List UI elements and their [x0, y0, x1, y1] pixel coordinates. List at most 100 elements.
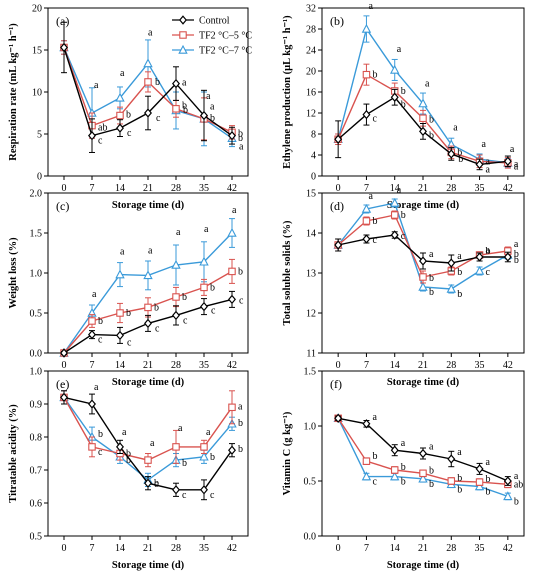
data-point [228, 403, 236, 412]
x-tick-label: 35 [199, 360, 209, 371]
data-point [88, 130, 96, 141]
data-point [115, 92, 125, 102]
significance-letter: a [486, 457, 491, 468]
x-tick-label: 7 [90, 360, 95, 371]
significance-letter: c [127, 337, 132, 348]
y-tick-label: 0.7 [30, 466, 43, 477]
x-tick-label: 7 [364, 543, 369, 554]
data-point [228, 445, 236, 455]
x-tick-label: 42 [227, 543, 237, 554]
data-point [503, 156, 512, 167]
chart-panel-e: 0.5 0.6 0.7 0.8 0.9 1.0 0 7 14 21 28 35 42 Storage ti… [8, 367, 249, 571]
data-point [361, 471, 372, 481]
data-point [475, 252, 484, 262]
y-tick-label: 5 [37, 130, 42, 141]
significance-letter: a [510, 144, 515, 155]
significance-letter: b [486, 474, 491, 485]
significance-letter: b [457, 473, 462, 484]
significance-letter: a [210, 102, 215, 113]
data-point [143, 58, 153, 68]
data-point [116, 111, 124, 120]
data-point [361, 203, 372, 213]
legend-marker [179, 31, 187, 39]
significance-letter: a [120, 68, 125, 79]
x-axis-title: Storage time (d) [387, 200, 460, 211]
significance-letter: a [204, 224, 209, 235]
legend-label: Control [199, 16, 230, 27]
significance-letter: b [429, 465, 434, 476]
significance-letter: c [155, 323, 160, 334]
data-point [116, 442, 124, 452]
data-point [446, 283, 456, 293]
y-tick-label: 0.0 [304, 532, 317, 543]
significance-letter: ab [514, 479, 523, 490]
data-point [418, 473, 428, 483]
x-tick-label: 35 [199, 543, 209, 554]
significance-letter: a [457, 447, 462, 458]
data-point [144, 78, 152, 86]
data-point [447, 258, 456, 268]
y-tick-label: 14 [306, 229, 316, 240]
data-point [199, 451, 209, 461]
x-tick-label: 28 [171, 543, 181, 554]
y-tick-label: 20 [306, 67, 316, 78]
significance-letter: b [182, 100, 187, 111]
y-tick-label: 0.5 [30, 309, 43, 320]
significance-letter: c [98, 447, 103, 458]
data-point [390, 211, 399, 219]
x-tick-label: 14 [115, 360, 125, 371]
y-tick-label: 12 [306, 309, 316, 320]
data-point [362, 234, 371, 244]
significance-letter: a [94, 382, 99, 393]
series-tf2-c-7-c: c b b b bb [333, 413, 519, 507]
significance-letter: b [401, 477, 406, 488]
x-tick-label: 35 [475, 543, 485, 554]
data-point [200, 443, 208, 451]
x-tick-label: 35 [199, 183, 209, 194]
data-point [419, 114, 427, 123]
y-tick-label: 1.0 [30, 367, 43, 378]
legend-marker [179, 15, 187, 25]
data-point [172, 443, 180, 451]
data-point [390, 230, 399, 240]
significance-letter: c [98, 136, 103, 147]
y-tick-label: 10 [32, 88, 42, 99]
data-point [88, 317, 96, 325]
data-point [115, 269, 125, 279]
data-point [447, 477, 456, 485]
x-tick-label: 14 [115, 183, 125, 194]
data-point [447, 454, 456, 464]
x-tick-label: 42 [503, 360, 513, 371]
significance-letter: a [514, 471, 519, 482]
data-point [60, 42, 68, 53]
data-point [362, 109, 371, 120]
significance-letter: b [514, 249, 519, 260]
x-tick-label: 7 [364, 183, 369, 194]
significance-letter: a [457, 251, 462, 262]
chart-panel-a: 0 5 10 15 20 0 7 14 21 28 35 42 Storage time (d) Resp… [8, 4, 249, 211]
legend-item: Control [172, 15, 230, 27]
data-point [88, 399, 96, 409]
significance-letter: b [210, 113, 215, 124]
data-point [200, 301, 208, 312]
series-control: c ca a bb [334, 230, 519, 272]
data-point [503, 491, 513, 501]
y-tick-label: 1.5 [30, 229, 43, 240]
significance-letter: a [148, 245, 153, 256]
significance-letter: a [122, 427, 127, 438]
chart-panel-f: 0.0 0.5 1.0 1.5 0 7 14 21 28 35 42 Storage time (d)… [282, 367, 525, 571]
significance-letter: b [238, 128, 243, 139]
significance-letter: b [401, 99, 406, 110]
data-point [390, 92, 399, 102]
x-tick-label: 14 [390, 183, 400, 194]
significance-letter: a [94, 80, 99, 91]
significance-letter: b [457, 267, 462, 278]
significance-letter: b [514, 255, 519, 266]
significance-letter: a [372, 412, 377, 423]
y-tick-label: 8 [311, 130, 316, 141]
significance-letter: b [155, 77, 160, 88]
x-tick-label: 21 [143, 183, 153, 194]
